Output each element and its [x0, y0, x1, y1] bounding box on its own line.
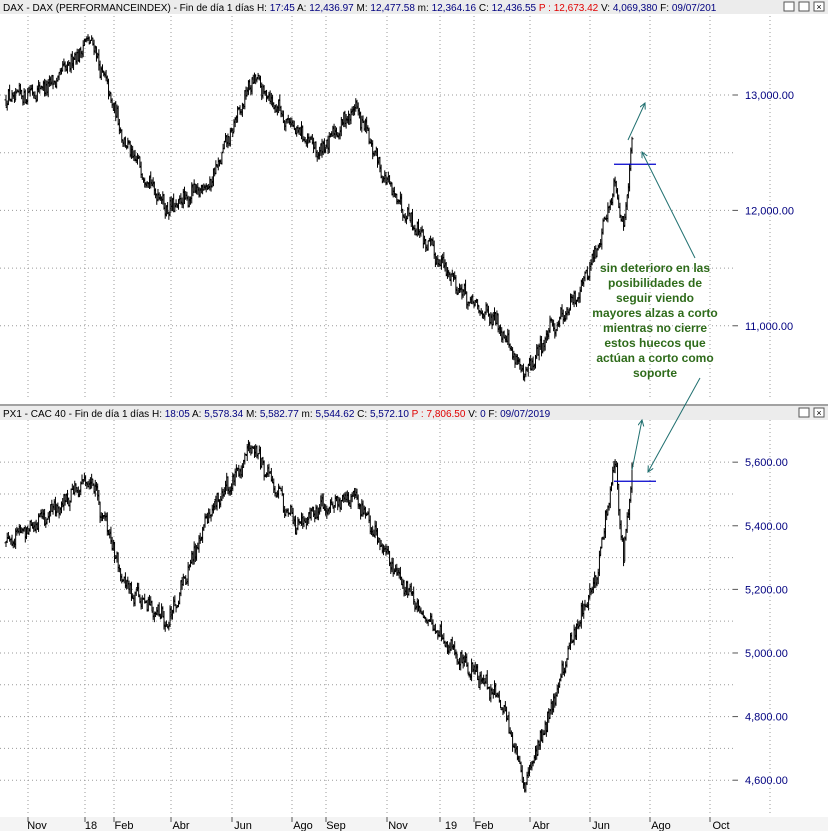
cac-header-bar — [0, 406, 828, 420]
x-tick-label: Abr — [532, 820, 549, 831]
close-icon: × — [816, 2, 821, 12]
x-tick-label: Jun — [592, 820, 610, 831]
annotation-layer — [614, 103, 701, 482]
header-field: 4,069,380 — [613, 3, 658, 14]
cac-close-button[interactable] — [813, 407, 825, 418]
header-field: V: — [465, 409, 480, 420]
y-tick-label: 5,600.00 — [745, 457, 788, 469]
header-field: P : — [536, 3, 554, 14]
header-field: 12,436.55 — [492, 3, 537, 14]
upward-arrow — [627, 103, 645, 141]
dax-window-controls[interactable]: × — [783, 1, 825, 12]
x-tick-label: Feb — [115, 820, 134, 831]
header-field: m: — [415, 3, 432, 14]
annotation-line: mayores alzas a corto — [592, 306, 717, 320]
x-axis-background — [0, 817, 828, 831]
header-field: 17:45 — [270, 3, 295, 14]
cac-header-text: PX1 - CAC 40 - Fin de día 1 días H: 18:0… — [3, 409, 551, 420]
header-field: 12,436.97 — [309, 3, 354, 14]
header-field: 12,364.16 — [432, 3, 477, 14]
y-tick-label: 4,600.00 — [745, 775, 788, 787]
header-field: H: — [257, 3, 270, 14]
header-field: 09/07/201 — [672, 3, 717, 14]
y-tick-label: 4,800.00 — [745, 712, 788, 724]
cac-close-icon: × — [816, 408, 821, 418]
maximize-button[interactable] — [798, 1, 810, 12]
cac-maximize-button[interactable] — [798, 407, 810, 418]
x-tick-label: Ago — [293, 820, 313, 831]
header-field: 5,544.62 — [315, 409, 354, 420]
header-field: V: — [598, 3, 613, 14]
upward-arrow — [631, 420, 642, 471]
x-tick-label: Abr — [172, 820, 189, 831]
header-field: 12,477.58 — [370, 3, 415, 14]
close-button[interactable] — [813, 1, 825, 12]
annotation-text: sin deterioro en las posibilidades de segu… — [592, 261, 717, 380]
cac-window-controls[interactable]: × — [798, 407, 825, 418]
annotation-line: posibilidades de — [608, 276, 702, 290]
annotation-line: sin deterioro en las — [600, 261, 710, 275]
header-field: 5,582.77 — [260, 409, 299, 420]
header-field: 18:05 — [165, 409, 190, 420]
header-field: F: — [657, 3, 671, 14]
dax-price-bars — [4, 34, 634, 382]
header-field: 5,578.34 — [204, 409, 243, 420]
x-tick-label: Jun — [234, 820, 252, 831]
cac-price-bars — [4, 439, 634, 793]
cac-panel: PX1 - CAC 40 - Fin de día 1 días H: 18:0… — [0, 406, 828, 816]
header-field: C: — [354, 409, 370, 420]
header-field: F: — [486, 409, 500, 420]
x-tick-label: Sep — [326, 820, 346, 831]
x-tick-label: Oct — [712, 820, 729, 831]
x-tick-label: Nov — [388, 820, 408, 831]
header-field: M: — [354, 3, 371, 14]
cac-y-axis: 4,600.00 4,800.00 5,000.00 5,200.00 5,400.00… — [733, 457, 788, 787]
y-tick-label: 12,000.00 — [745, 205, 794, 217]
x-tick-label: Nov — [27, 820, 47, 831]
dax-y-axis: 11,000.00 12,000.00 13,000.00 — [733, 90, 794, 333]
y-tick-label: 5,400.00 — [745, 521, 788, 533]
y-tick-label: 13,000.00 — [745, 90, 794, 102]
header-field: 09/07/2019 — [500, 409, 550, 420]
header-field: m: — [299, 409, 316, 420]
y-tick-label: 11,000.00 — [745, 321, 793, 333]
header-field: 7,806.50 — [427, 409, 466, 420]
pointer-arrow — [642, 152, 696, 259]
x-tick-label: Ago — [651, 820, 671, 831]
minimize-button[interactable] — [783, 1, 795, 12]
y-tick-label: 5,000.00 — [745, 648, 788, 660]
dax-header-bar — [0, 0, 828, 14]
pointer-arrow — [648, 377, 701, 472]
header-field: A: — [190, 409, 204, 420]
header-field: DAX - DAX (PERFORMANCEINDEX) - Fin de dí… — [3, 3, 257, 14]
header-field: 5,572.10 — [370, 409, 409, 420]
x-tick-label: Feb — [475, 820, 494, 831]
dax-header-text: DAX - DAX (PERFORMANCEINDEX) - Fin de dí… — [3, 3, 717, 14]
annotation-line: estos huecos que — [604, 336, 706, 350]
annotation-line: soporte — [633, 366, 677, 380]
header-field: 12,673.42 — [554, 3, 599, 14]
header-field: H: — [152, 409, 165, 420]
header-field: 0 — [480, 409, 486, 420]
header-field: A: — [295, 3, 309, 14]
header-field: PX1 - CAC 40 - Fin de día 1 días — [3, 409, 152, 420]
annotation-line: seguir viendo — [616, 291, 694, 305]
x-axis: Nov 18 Feb Abr Jun Ago Sep Nov 19 Feb Abr Jun Ago Oct — [27, 817, 730, 831]
x-tick-label: 19 — [445, 820, 457, 831]
dax-panel: DAX - DAX (PERFORMANCEINDEX) - Fin de dí… — [0, 0, 828, 399]
y-tick-label: 5,200.00 — [745, 584, 788, 596]
x-tick-label: 18 — [85, 820, 97, 831]
header-field: P : — [409, 409, 427, 420]
header-field: M: — [243, 409, 260, 420]
annotation-line: actúan a corto como — [596, 351, 713, 365]
header-field: C: — [476, 3, 492, 14]
annotation-line: mientras no cierre — [603, 321, 707, 335]
